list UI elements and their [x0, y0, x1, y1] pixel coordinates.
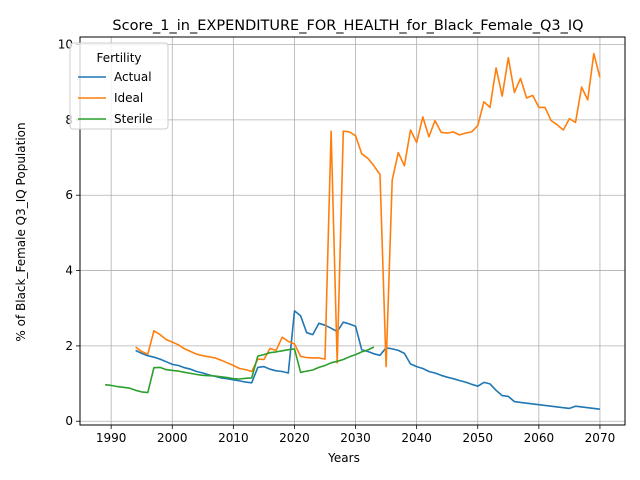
- plot-area-frame: [79, 36, 626, 426]
- chart-title: Score_1_in_EXPENDITURE_FOR_HEALTH_for_Bl…: [112, 18, 583, 34]
- y-axis-label: % of Black_Female Q3_IQ Population: [14, 122, 28, 341]
- y-tick-label: 6: [65, 188, 73, 202]
- y-tick-label: 4: [65, 264, 73, 278]
- legend: Fertility Actual Ideal Sterile: [69, 42, 169, 130]
- x-tick-label: 2040: [401, 431, 432, 445]
- legend-label-sterile: Sterile: [114, 112, 153, 126]
- x-tick-label: 2010: [218, 431, 249, 445]
- legend-label-ideal: Ideal: [114, 91, 143, 105]
- series-line-sterile: [105, 346, 375, 394]
- x-tick-label: 2070: [585, 431, 616, 445]
- series-line-ideal: [135, 52, 601, 373]
- x-tick-label: 2020: [279, 431, 310, 445]
- legend-box: [69, 42, 169, 130]
- x-tick-label: 2030: [340, 431, 371, 445]
- x-tick-label: 1990: [96, 431, 127, 445]
- grid-lines: [80, 37, 625, 425]
- series-line-actual: [135, 310, 601, 410]
- legend-title: Fertility: [96, 51, 141, 65]
- axis-ticks: 1990 2000 2010 2020 2030 2040 2050 2060 2070 0 2 4 6…: [58, 38, 616, 445]
- x-tick-label: 2050: [462, 431, 493, 445]
- y-tick-label: 2: [65, 339, 73, 353]
- x-tick-label: 2060: [524, 431, 555, 445]
- series-lines: [105, 52, 601, 410]
- x-tick-label: 2000: [157, 431, 188, 445]
- legend-label-actual: Actual: [114, 70, 152, 84]
- x-axis-label: Years: [327, 451, 360, 465]
- y-tick-label: 0: [65, 414, 73, 428]
- y-tick-label: 8: [65, 113, 73, 127]
- y-tick-label: 10: [58, 38, 73, 52]
